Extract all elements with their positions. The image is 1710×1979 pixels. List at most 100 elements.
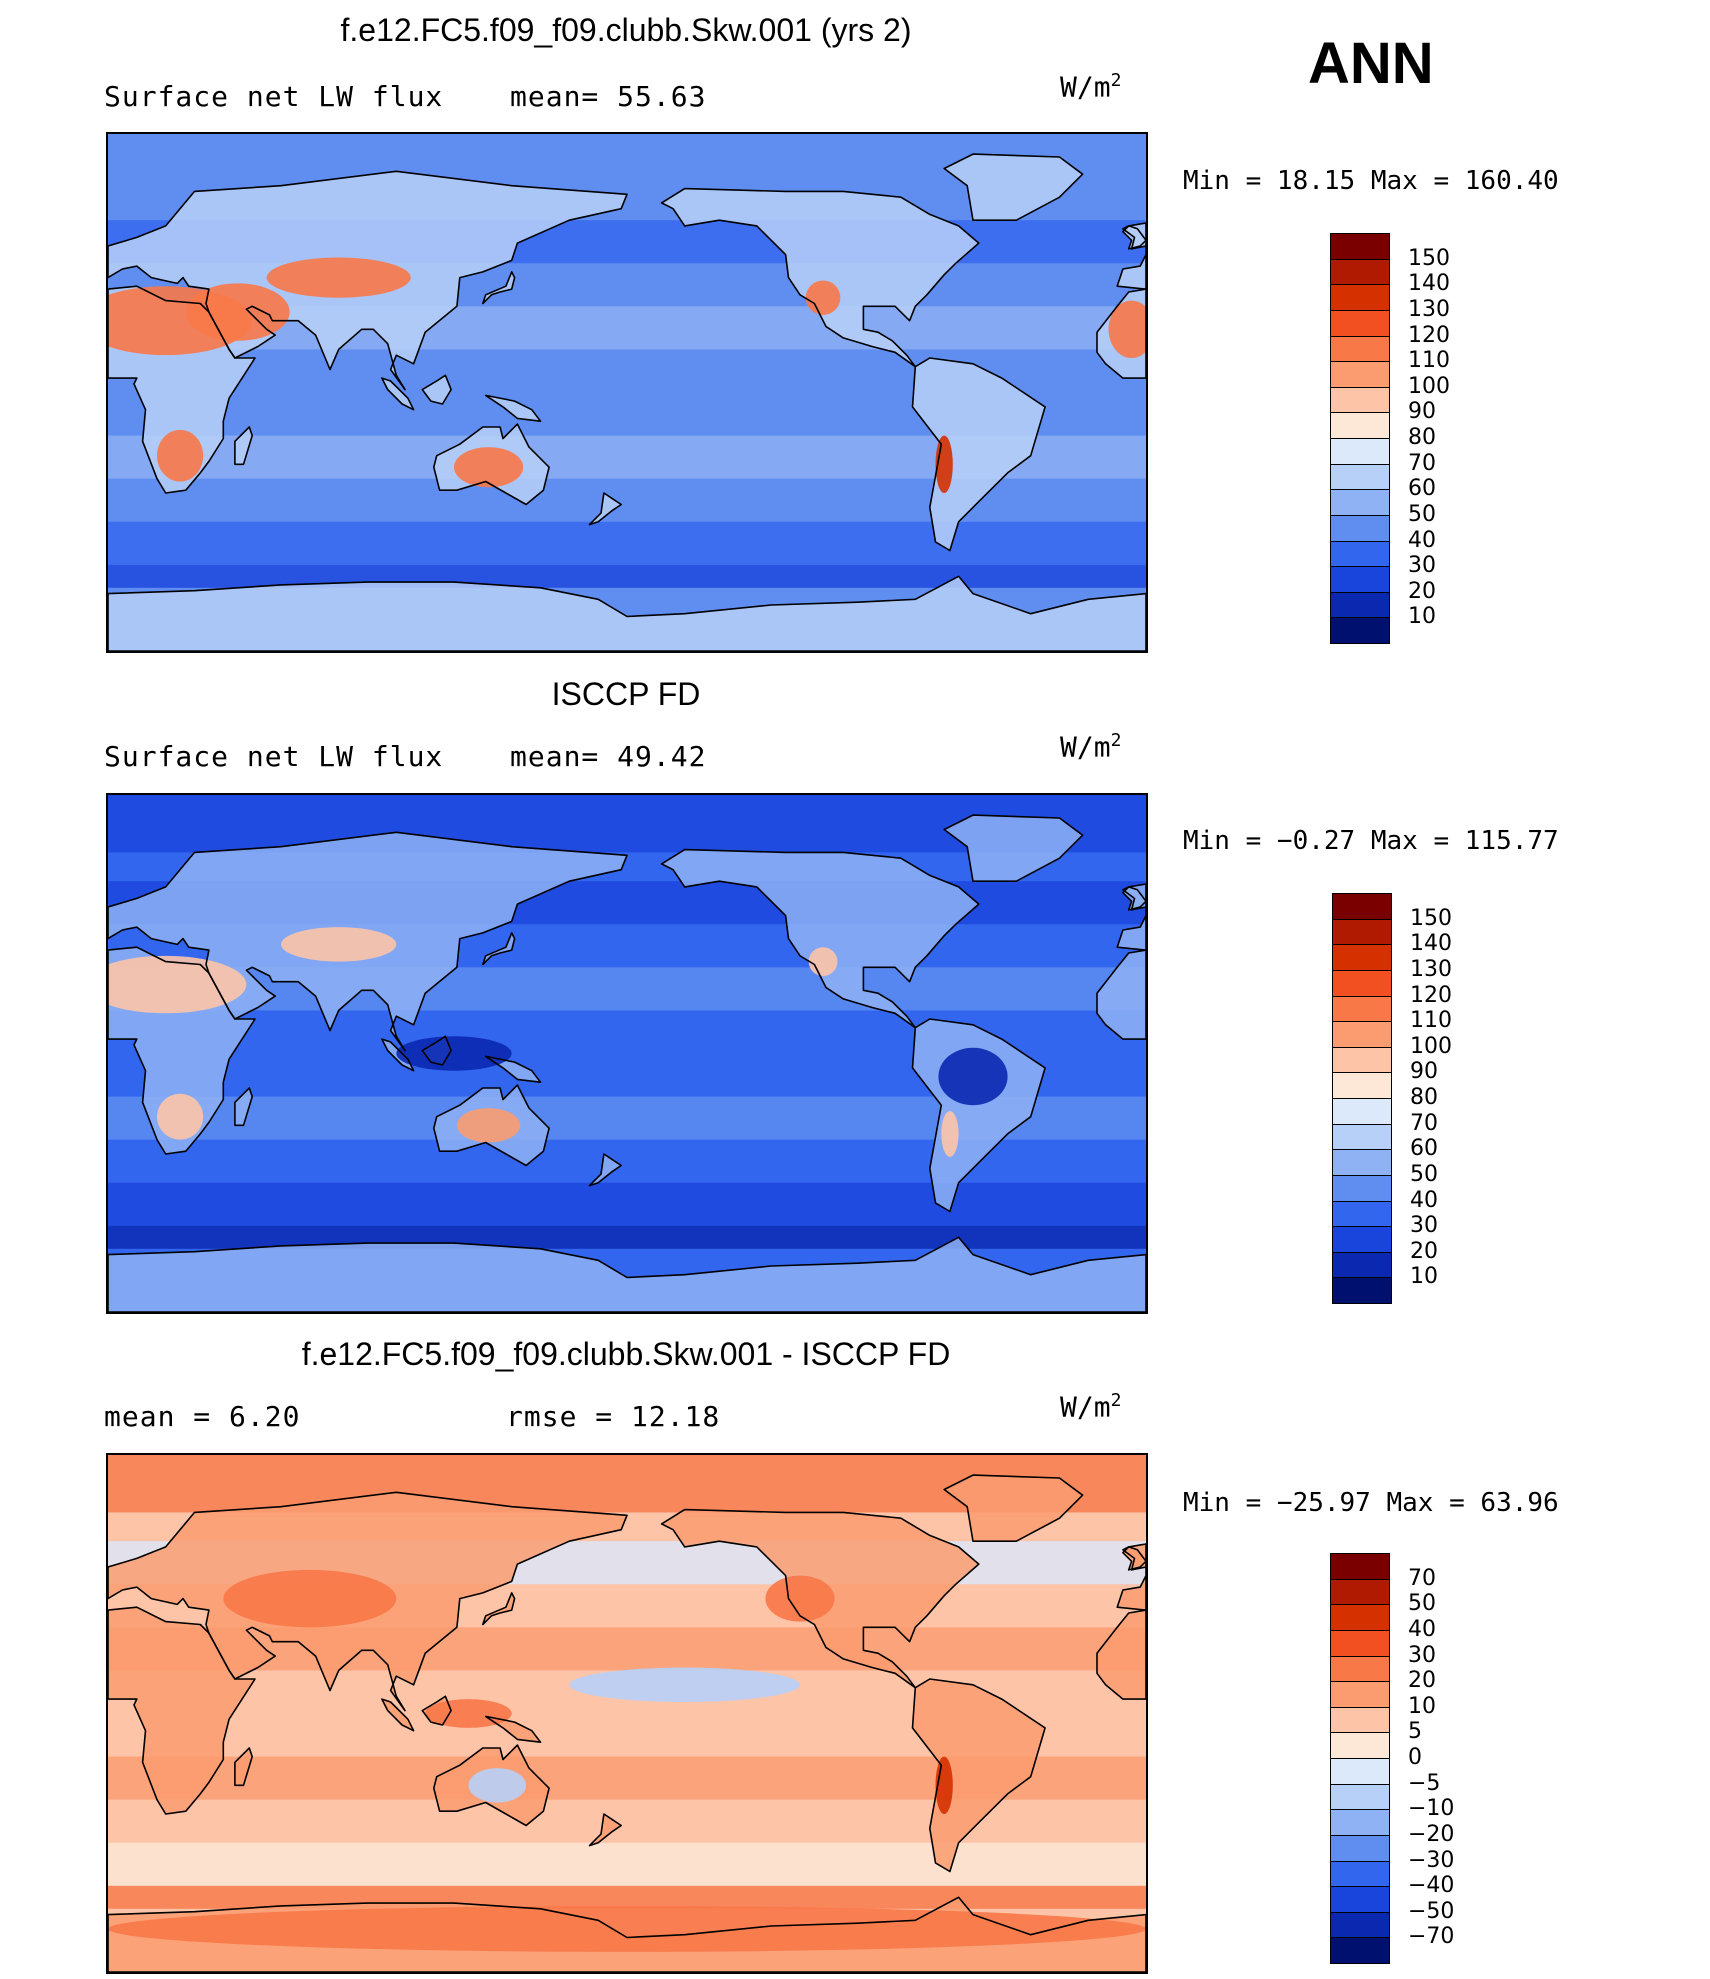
colorbar-swatch [1330,1758,1390,1785]
season-label: ANN [1308,31,1434,96]
colorbar-swatch [1332,1174,1392,1202]
colorbar-level-label: 0 [1408,1745,1422,1770]
panel-2-units: W/m2 [1060,730,1122,764]
field-anomaly [108,1905,1146,1952]
land-field [108,576,1146,651]
field-anomaly [1108,300,1146,359]
land-field [482,271,515,304]
coastline [484,1055,542,1084]
coastline [660,1508,980,1689]
panel-2-mean-label: mean= 49.42 [510,740,707,773]
field-anomaly [425,1699,512,1728]
field-anomaly [941,1110,959,1157]
colorbar-level-label: 10 [1408,604,1436,630]
land-field [234,427,253,465]
coastline [943,153,1084,221]
coastline [481,271,516,305]
coastline [943,814,1084,882]
coastline [588,1813,623,1847]
coastline [1116,222,1146,290]
field-anomaly [223,1569,397,1628]
colorbar-swatch [1330,1860,1390,1888]
colorbar-swatch [1332,918,1392,946]
coastline [1096,949,1146,1040]
colorbar-swatch [1330,1706,1390,1734]
coastline [432,1744,550,1827]
colorbar-swatch [1332,1098,1392,1125]
colorbar-swatch [1330,514,1390,542]
colorbar-swatch [1330,335,1390,363]
land-field [234,1088,253,1126]
coastline [911,1018,1046,1213]
field-anomaly [456,1108,521,1143]
coastline [381,377,415,411]
field-band [108,1225,1146,1249]
colorbar-swatch [1330,591,1390,619]
field-anomaly [266,257,411,298]
colorbar-swatch [1330,386,1390,414]
panel-1-variable-label: Surface net LW flux [104,80,444,113]
field-anomaly [938,1047,1008,1106]
coastline [421,374,452,405]
panel-3-map [106,1453,1148,1974]
colorbar-level-label: −5 [1408,1770,1441,1796]
coastline [234,1087,253,1127]
colorbar-level-label: −20 [1408,1821,1455,1847]
panel-2-minmax: Min = −0.27 Max = 115.77 [1183,826,1559,856]
colorbar-swatch [1330,1937,1390,1964]
coastline [234,426,253,466]
colorbar-level-label: 150 [1410,905,1452,931]
field-band [108,1842,1146,1886]
colorbar-swatch [1330,463,1390,491]
colorbar-level-label: 50 [1408,1591,1436,1617]
colorbar-swatch [1330,412,1390,439]
colorbar-swatch [1330,1732,1390,1759]
colorbar-level-label: 80 [1410,1085,1438,1110]
colorbar-swatch [1332,893,1392,920]
panel-2-map [106,793,1148,1314]
colorbar-swatch [1330,1629,1390,1657]
colorbar-swatch [1332,1200,1392,1228]
colorbar-swatch [1330,233,1390,260]
colorbar-swatch [1330,1809,1390,1836]
coastline [108,1236,1146,1312]
colorbar-swatch [1332,1226,1392,1253]
coastline [484,394,542,423]
land-field [482,1592,515,1625]
field-anomaly [808,947,838,976]
map-svg [108,1455,1146,1972]
coastline [1122,225,1146,250]
colorbar-swatch [1330,489,1390,516]
coastline [943,1474,1084,1542]
field-anomaly [765,1575,835,1622]
colorbar-level-label: 120 [1410,982,1452,1008]
coastline [381,1698,415,1732]
land-field [108,1607,255,1814]
colorbar-level-label: 110 [1410,1008,1452,1034]
land-field [381,378,414,410]
coastline [108,285,256,494]
colorbar-swatch [1332,1123,1392,1151]
coastline [660,187,980,368]
colorbar-level-label: 5 [1408,1719,1422,1745]
colorbar-level-label: −40 [1408,1873,1455,1899]
land-field [234,1748,253,1786]
coastline [108,1491,628,1712]
coastline [381,1038,415,1072]
coastline [108,1896,1146,1972]
colorbar-swatch [1330,1655,1390,1683]
panel-1-colorbar: 150 140 130 120 110 100 90 80 70 60 50 40 30 20 10 [1330,233,1470,644]
colorbar-swatch [1332,944,1392,971]
field-anomaly [454,447,524,488]
panel-3-title: f.e12.FC5.f09_f09.clubb.Skw.001 - ISCCP … [301,1336,951,1372]
field-band [108,1182,1146,1226]
coastline [660,848,980,1029]
colorbar-level-label: 10 [1410,1264,1438,1290]
coastline [108,1606,256,1815]
panel-3-minmax: Min = −25.97 Max = 63.96 [1183,1488,1559,1518]
colorbar-swatch [1332,969,1392,997]
colorbar-swatch [1332,1251,1392,1279]
field-band [108,521,1146,565]
colorbar-level-label: 30 [1408,553,1436,579]
colorbar-level-label: −70 [1408,1924,1455,1950]
